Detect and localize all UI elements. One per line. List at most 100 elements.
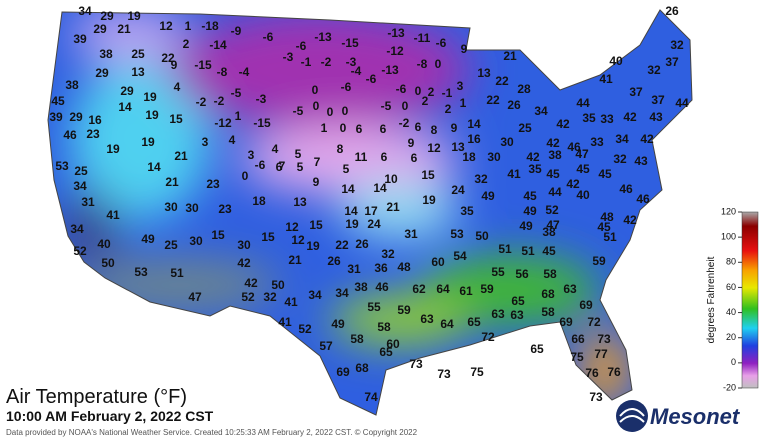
station-temp: 24 (367, 217, 381, 231)
station-temp: 42 (237, 256, 251, 270)
station-temp: -5 (293, 104, 304, 118)
station-temp: 76 (585, 366, 599, 380)
station-temp: -1 (301, 55, 312, 69)
station-temp: 32 (263, 290, 277, 304)
station-temp: 63 (563, 282, 577, 296)
station-temp: 30 (237, 238, 251, 252)
station-temp: 4 (272, 142, 279, 156)
station-temp: 8 (431, 123, 438, 137)
station-temp: 40 (576, 188, 590, 202)
station-temp: 12 (291, 233, 305, 247)
station-temp: 25 (74, 164, 88, 178)
station-temp: -4 (239, 65, 250, 79)
station-temp: 32 (647, 63, 661, 77)
station-temp: 41 (284, 295, 298, 309)
station-temp: 58 (543, 267, 557, 281)
station-temp: 15 (261, 230, 275, 244)
station-temp: 38 (99, 47, 113, 61)
station-temp: 41 (278, 315, 292, 329)
station-temp: 54 (453, 249, 467, 263)
station-temp: 64 (440, 317, 454, 331)
station-temp: 5 (295, 147, 302, 161)
station-temp: 63 (420, 312, 434, 326)
station-temp: 61 (459, 284, 473, 298)
station-temp: 29 (100, 9, 114, 23)
station-temp: 34 (70, 222, 84, 236)
station-temp: 38 (65, 78, 79, 92)
station-temp: 3 (457, 79, 464, 93)
station-temp: 22 (161, 51, 175, 65)
colorbar-tick-label: -20 (723, 382, 736, 392)
station-temp: 21 (503, 49, 517, 63)
station-temp: 26 (327, 254, 341, 268)
station-temp: 15 (421, 168, 435, 182)
station-temp: 12 (159, 19, 173, 33)
logo-text: Mesonet (650, 404, 741, 429)
station-temp: 65 (467, 315, 481, 329)
station-temp: 65 (530, 342, 544, 356)
station-temp: 14 (147, 160, 161, 174)
station-temp: 3 (202, 135, 209, 149)
station-temp: 30 (164, 200, 178, 214)
station-temp: 5 (297, 160, 304, 174)
station-temp: 52 (241, 290, 255, 304)
station-temp: 21 (386, 200, 400, 214)
station-temp: 30 (487, 150, 501, 164)
station-temp: 16 (88, 113, 102, 127)
station-temp: 4 (229, 133, 236, 147)
colorbar-tick-label: 40 (726, 307, 736, 317)
station-temp: 69 (559, 315, 573, 329)
station-temp: 31 (81, 195, 95, 209)
station-temp: 38 (354, 280, 368, 294)
station-temp: 0 (242, 169, 249, 183)
station-temp: 31 (404, 227, 418, 241)
station-temp: -14 (209, 38, 227, 52)
station-temp: 46 (619, 182, 633, 196)
station-temp: 26 (665, 4, 679, 18)
station-temp: -6 (263, 30, 274, 44)
station-temp: 21 (174, 149, 188, 163)
station-temp: 1 (460, 96, 467, 110)
station-temp: 40 (97, 237, 111, 251)
station-temp: -5 (381, 99, 392, 113)
title: Air Temperature (°F) (6, 386, 187, 408)
station-temp: 0 (313, 99, 320, 113)
station-temp: 42 (556, 117, 570, 131)
station-temp: 49 (523, 204, 537, 218)
station-temp: 69 (336, 365, 350, 379)
station-temp: 37 (629, 85, 643, 99)
station-temp: 73 (589, 390, 603, 404)
station-temp: 2 (422, 94, 429, 108)
station-temp: -11 (414, 31, 431, 45)
station-temp: 56 (515, 267, 529, 281)
station-temp: 68 (355, 361, 369, 375)
station-temp: 21 (288, 253, 302, 267)
station-temp: 19 (345, 217, 359, 231)
station-temp: 51 (521, 244, 535, 258)
station-temp: -2 (214, 94, 225, 108)
station-temp: 72 (481, 330, 495, 344)
station-temp: 55 (491, 265, 505, 279)
station-temp: 30 (189, 234, 203, 248)
station-temp: -6 (366, 72, 377, 86)
station-temp: 50 (101, 256, 115, 270)
station-temp: 46 (63, 128, 77, 142)
station-temp: 13 (451, 140, 465, 154)
station-temp: 63 (510, 308, 524, 322)
station-temp: 47 (575, 147, 589, 161)
station-temp: -12 (386, 44, 404, 58)
colorbar (741, 211, 759, 389)
station-temp: -6 (396, 82, 407, 96)
station-temp: 49 (141, 232, 155, 246)
station-temp: 73 (409, 357, 423, 371)
station-temp: 47 (546, 218, 560, 232)
station-temp: 8 (337, 142, 344, 156)
station-temp: 0 (435, 57, 442, 71)
station-temp: 35 (582, 111, 596, 125)
station-temp: 25 (164, 238, 178, 252)
station-temp: 19 (306, 239, 320, 253)
station-temp: 58 (541, 305, 555, 319)
station-temp: 48 (600, 210, 614, 224)
station-temp: 45 (523, 189, 537, 203)
station-temp: -8 (417, 57, 428, 71)
